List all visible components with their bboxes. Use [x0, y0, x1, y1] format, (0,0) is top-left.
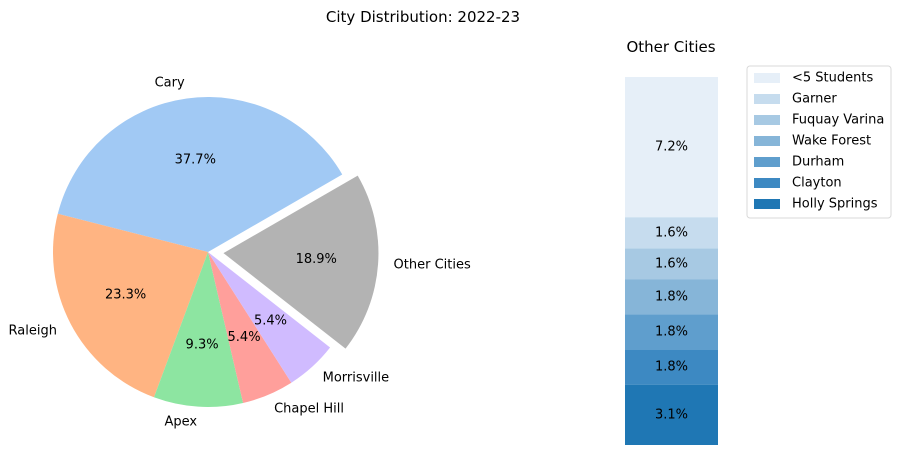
pie-pct-label-morrisville: 5.4%: [254, 313, 287, 328]
pie-chart-title: City Distribution: 2022-23: [326, 8, 520, 26]
bar-value-label-5-students: 7.2%: [655, 140, 688, 155]
pie-slice-cary: [57, 97, 343, 253]
pie-label-cary: Cary: [155, 76, 185, 91]
pie-pct-label-chapel-hill: 5.4%: [228, 330, 261, 345]
legend-swatch-fuquay-varina: [754, 115, 780, 125]
bar-segment-wake-forest: [625, 279, 718, 315]
legend-swatch-clayton: [754, 178, 780, 188]
pie-slice-apex: [153, 252, 244, 407]
bar-value-label-clayton: 1.8%: [655, 360, 688, 375]
bar-value-label-wake-forest: 1.8%: [655, 290, 688, 305]
bar-value-label-durham: 1.8%: [655, 325, 688, 340]
pie-label-other-cities: Other Cities: [394, 258, 471, 273]
pie-chart: Cary 37.7% Raleigh 23.3% Apex 9.3% Chapel Hill…: [9, 76, 471, 430]
legend-entry-5-students: <5 Students: [792, 71, 873, 86]
legend-swatch-5-students: [754, 73, 780, 83]
legend-swatch-garner: [754, 94, 780, 104]
pie-pct-label-raleigh: 23.3%: [105, 288, 146, 303]
pie-label-raleigh: Raleigh: [9, 324, 57, 339]
pie-slice-raleigh: [53, 213, 208, 398]
pie-label-apex: Apex: [165, 415, 198, 430]
bar-segment-fuquay-varina: [625, 248, 718, 280]
legend-swatch-durham: [754, 157, 780, 167]
bar-segment-holly-springs: [625, 384, 718, 445]
pie-slice-other-cities: [223, 175, 379, 349]
bar-segment-5-students: [625, 77, 718, 218]
bar-chart-title: Other Cities: [626, 38, 715, 56]
pie-pct-label-cary: 37.7%: [175, 152, 216, 167]
legend-frame: [746, 65, 892, 219]
pie-pct-label-other-cities: 18.9%: [296, 252, 337, 267]
legend-swatch-wake-forest: [754, 136, 780, 146]
bar-value-label-holly-springs: 3.1%: [655, 407, 688, 422]
bar-segment-garner: [625, 217, 718, 249]
legend-entry-clayton: Clayton: [792, 176, 842, 191]
pie-pct-label-apex: 9.3%: [186, 337, 219, 352]
pie-slice-chapel-hill: [208, 252, 292, 403]
bar-value-label-garner: 1.6%: [655, 225, 688, 240]
legend-swatch-holly-springs: [754, 199, 780, 209]
pie-label-chapel-hill: Chapel Hill: [274, 402, 344, 417]
bar-segment-clayton: [625, 349, 718, 385]
bar-segment-durham: [625, 314, 718, 350]
stacked-bar-chart: 3.1% 1.8% 1.8% 1.8% 1.6% 1.6% 7.2%: [625, 77, 718, 445]
pie-label-morrisville: Morrisville: [323, 371, 390, 386]
legend-entry-garner: Garner: [792, 92, 837, 107]
legend: <5 Students Garner Fuquay Varina Wake Fores…: [746, 65, 892, 219]
legend-entry-wake-forest: Wake Forest: [792, 134, 871, 149]
pie-slice-morrisville: [208, 252, 331, 383]
bar-value-label-fuquay-varina: 1.6%: [655, 256, 688, 271]
legend-entry-fuquay-varina: Fuquay Varina: [792, 113, 884, 128]
legend-entry-durham: Durham: [792, 155, 844, 170]
legend-entry-holly-springs: Holly Springs: [792, 197, 878, 212]
